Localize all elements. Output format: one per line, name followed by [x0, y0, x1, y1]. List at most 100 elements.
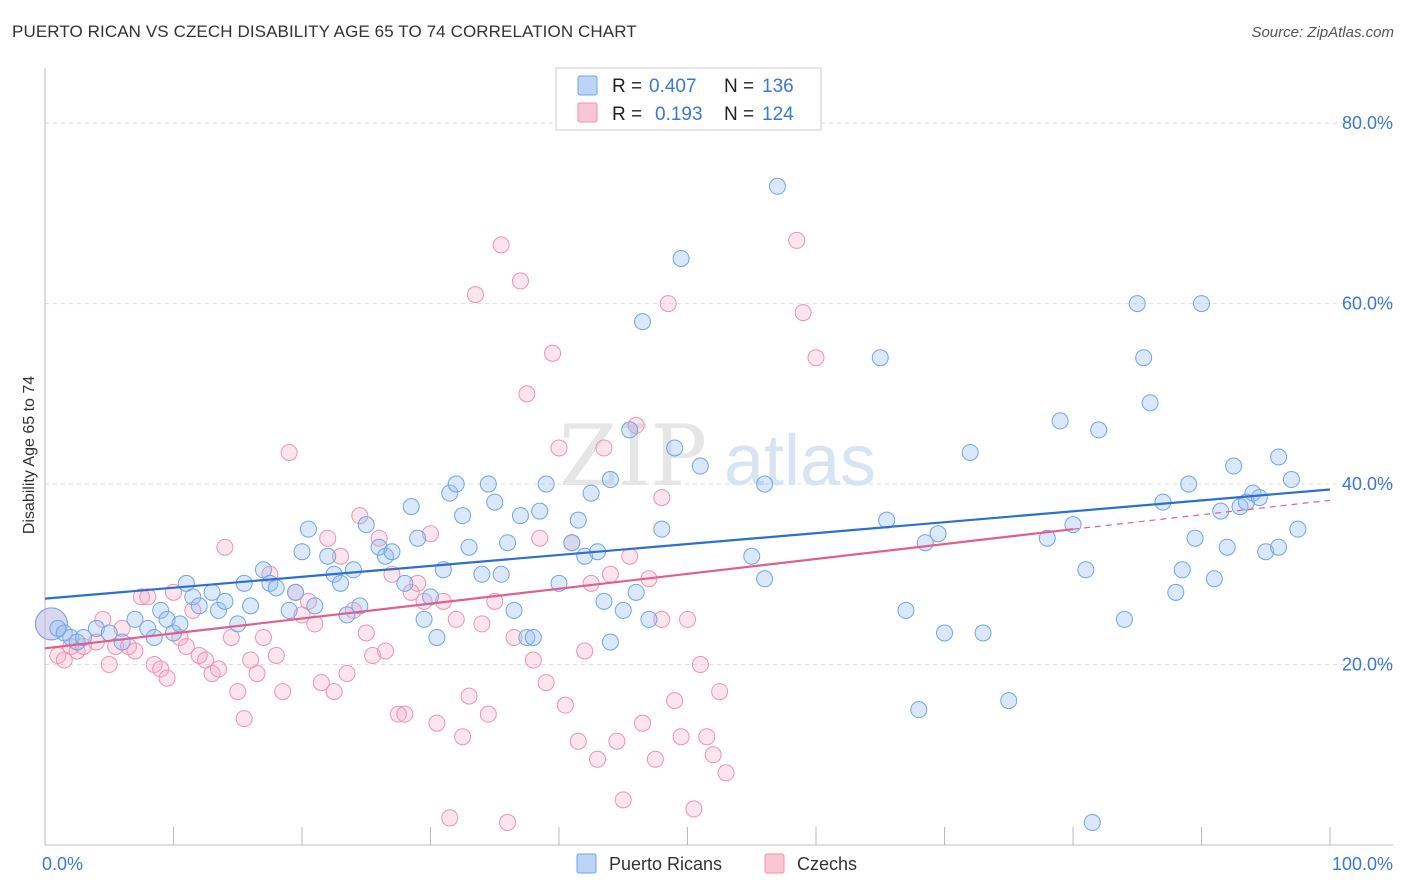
puerto-rican-point [1250, 489, 1268, 507]
puerto-rican-point [1173, 561, 1191, 579]
puerto-rican-point [1167, 583, 1185, 601]
czech-point [126, 642, 144, 660]
puerto-rican-point [1077, 561, 1095, 579]
czech-point [556, 696, 574, 714]
puerto-rican-point [357, 516, 375, 534]
puerto-rican-point [332, 574, 350, 592]
puerto-rican-point [1128, 295, 1146, 313]
puerto-rican-point [1000, 692, 1018, 710]
puerto-rican-point [1193, 295, 1210, 313]
puerto-rican-point [1289, 520, 1307, 538]
legend-n-label-1: N = [724, 76, 754, 97]
czech-point [479, 705, 497, 723]
puerto-rican-point [1270, 538, 1288, 556]
czech-point [454, 728, 472, 746]
puerto-rican-point [1051, 412, 1069, 430]
czech-point [100, 656, 118, 674]
puerto-rican-point [1218, 538, 1236, 556]
legend-r-value-1: 0.407 [649, 76, 697, 97]
puerto-rican-point [897, 601, 915, 619]
puerto-rican-point [768, 177, 786, 195]
czech-point [460, 687, 478, 705]
czech-point [646, 750, 664, 768]
legend-r-label-2: R = [612, 104, 642, 125]
puerto-rican-point [1282, 471, 1300, 489]
puerto-rican-point [306, 597, 324, 615]
puerto-rican-point [422, 588, 439, 606]
czech-point [621, 547, 639, 565]
watermark-atlas: atlas [724, 421, 876, 501]
czech-point [332, 547, 350, 565]
czech-point [704, 746, 722, 764]
puerto-rican-point [479, 475, 497, 493]
puerto-rican-point [441, 484, 459, 502]
puerto-rican-point [428, 628, 446, 646]
puerto-rican-point [460, 538, 478, 556]
puerto-rican-point [383, 543, 401, 561]
puerto-rican-point [1257, 543, 1275, 561]
puerto-rican-point [621, 421, 639, 439]
puerto-rican-point [402, 498, 420, 516]
czech-point [319, 529, 337, 547]
czech-point [338, 665, 356, 683]
puerto-rican-point [184, 588, 202, 606]
series-legend: Puerto Ricans Czechs [576, 853, 857, 874]
x-tick-labels: 0.0% 100.0% [42, 854, 1393, 874]
puerto-rican-point [505, 601, 523, 619]
puerto-rican-point [563, 534, 581, 552]
y-tick-label: 60.0% [1342, 294, 1393, 314]
czech-point [698, 728, 716, 746]
puerto-rican-point [961, 443, 979, 461]
czech-point [595, 439, 613, 457]
czech-point [357, 624, 375, 642]
puerto-rican-point [640, 610, 658, 628]
czech-point [312, 674, 330, 692]
puerto-rican-point [319, 547, 337, 565]
puerto-rican-point [113, 633, 131, 651]
czech-point [544, 344, 562, 362]
czech-point [634, 714, 652, 732]
puerto-rican-point [473, 565, 491, 583]
puerto-rican-point [1237, 493, 1255, 511]
czech-point [679, 610, 696, 628]
czech-point [608, 732, 626, 750]
puerto-rican-point [396, 574, 414, 592]
czech-point [441, 809, 459, 827]
puerto-rican-point [267, 579, 285, 597]
puerto-rican-point [1083, 813, 1101, 831]
legend-r-value-2: 0.193 [655, 104, 703, 125]
puerto-rican-point [152, 601, 170, 619]
czech-point [158, 669, 176, 687]
puerto-rican-point [1205, 570, 1223, 588]
puerto-rican-point [1225, 457, 1243, 475]
czech-point [229, 683, 247, 701]
puerto-ricans-points [34, 177, 1307, 831]
czech-point [113, 619, 131, 637]
x-tick-label: 0.0% [42, 854, 83, 874]
czech-point [711, 683, 729, 701]
y-axis-label: Disability Age 65 to 74 [21, 376, 38, 534]
chart-title: PUERTO RICAN VS CZECH DISABILITY AGE 65 … [12, 22, 637, 41]
czech-point [216, 538, 234, 556]
legend-puerto-ricans: Puerto Ricans [609, 854, 722, 874]
czech-point [807, 349, 825, 367]
puerto-rican-point [601, 471, 619, 489]
czech-point [666, 692, 684, 710]
y-tick-label: 20.0% [1342, 655, 1393, 675]
puerto-rican-point [370, 538, 388, 556]
czech-point [370, 529, 388, 547]
puerto-rican-point [601, 633, 619, 651]
legend-czechs: Czechs [797, 854, 857, 874]
czech-point [505, 628, 523, 646]
czech-point [499, 813, 517, 831]
czech-point [717, 764, 735, 782]
czech-point [576, 642, 594, 660]
legend-n-label-2: N = [724, 104, 754, 125]
czech-point [511, 272, 529, 290]
czech-point [672, 728, 690, 746]
czech-point [254, 628, 272, 646]
puerto-rican-point [614, 601, 632, 619]
czech-point [351, 507, 369, 525]
puerto-rican-point [409, 529, 427, 547]
puerto-rican-point [87, 619, 105, 637]
